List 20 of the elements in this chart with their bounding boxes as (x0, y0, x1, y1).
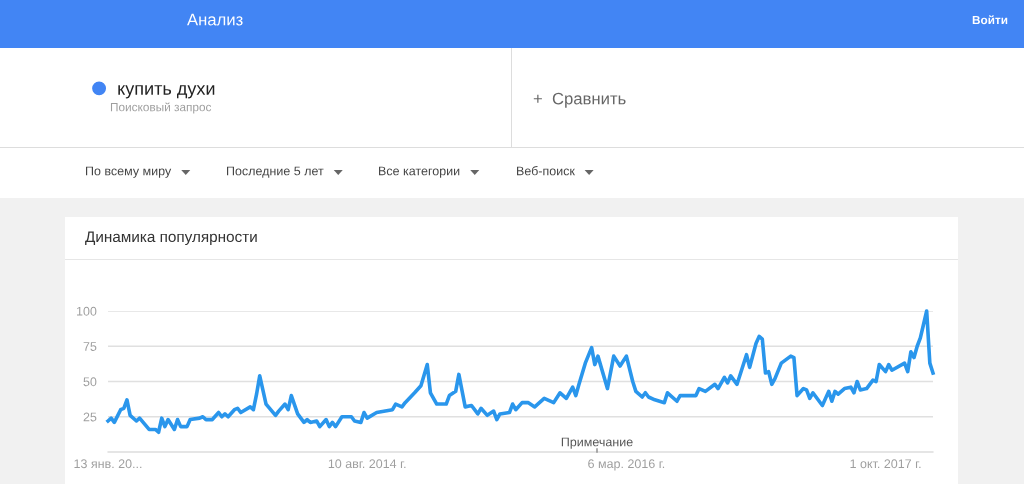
x-tick-label: 1 окт. 2017 г. (850, 459, 921, 469)
text: По всему миру (86, 166, 172, 178)
x-tick-label: 10 авг. 2014 г. (328, 459, 406, 469)
line-series (106, 309, 935, 435)
chart-title: Динамика популярности (85, 231, 257, 246)
x-tick-label: 13 янв. 20... (74, 459, 142, 469)
annotation: Примечание (561, 437, 633, 449)
text: Веб-поиск (517, 166, 575, 176)
text: Все категории (379, 166, 460, 178)
y-tick-label: 100 (76, 306, 97, 316)
x-tick-label: 6 мар. 2016 г. (588, 459, 665, 471)
text: купить духи (118, 85, 215, 99)
text: + Сравнить (533, 92, 626, 108)
text: Последние 5 лет (227, 166, 324, 178)
y-tick-label: 25 (83, 412, 97, 422)
text: Войти (972, 15, 1008, 25)
y-tick-label: 75 (83, 342, 97, 351)
y-tick-label: 50 (83, 377, 97, 387)
text: Анализ (187, 13, 243, 26)
text: Поисковый запрос (110, 102, 212, 114)
